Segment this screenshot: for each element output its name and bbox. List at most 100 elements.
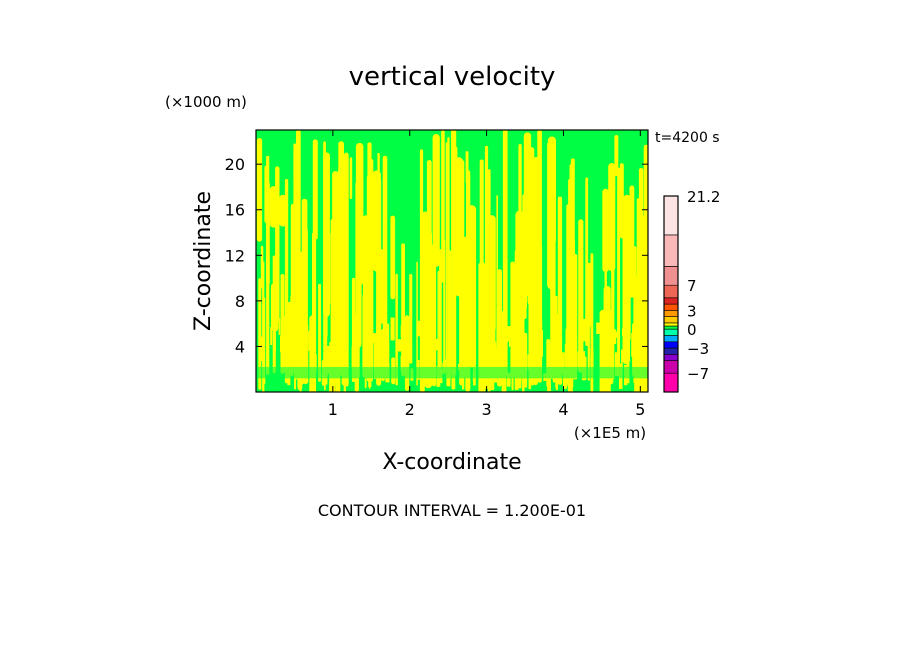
colorbar-tick-label: 0	[687, 321, 697, 339]
boundary-layer-cell	[501, 355, 505, 376]
y-axis-unit: (×1000 m)	[165, 93, 247, 111]
colorbar-band	[663, 303, 679, 311]
boundary-layer-cell	[270, 327, 273, 345]
updraft-cell	[478, 319, 485, 392]
boundary-layer-cell	[530, 348, 534, 376]
boundary-layer-cell	[562, 368, 567, 389]
y-axis-label: Z-coordinate	[191, 191, 216, 331]
colorbar-band	[663, 341, 679, 349]
chart-title: vertical velocity	[349, 62, 556, 92]
boundary-layer-cell	[299, 364, 302, 392]
updraft-cell	[479, 159, 484, 331]
boundary-layer-cell	[590, 348, 594, 368]
updraft-cell	[285, 301, 294, 367]
boundary-layer-cell	[492, 347, 497, 374]
boundary-layer-cell	[581, 318, 586, 342]
boundary-layer-cell	[280, 335, 284, 352]
colorbar-band	[663, 325, 679, 330]
boundary-layer-cell	[376, 325, 380, 349]
boundary-layer-cell	[466, 349, 470, 366]
y-tick-label: 20	[225, 155, 245, 174]
updraft-cell	[349, 157, 353, 199]
boundary-layer-cell	[355, 314, 360, 338]
boundary-layer-cell	[585, 312, 588, 337]
boundary-layer-cell	[502, 317, 506, 334]
updraft-cell	[453, 146, 458, 268]
updraft-cell	[278, 194, 288, 227]
updraft-streak	[382, 155, 388, 379]
boundary-layer-cell	[324, 342, 327, 368]
boundary-layer-cell	[298, 345, 304, 359]
y-axis: 4 8 12 16 20	[225, 155, 648, 356]
plot-frame	[255, 129, 649, 393]
updraft-cell	[465, 151, 469, 184]
updraft-cell	[270, 283, 279, 332]
updraft-cell	[619, 163, 624, 239]
updraft-cell	[343, 274, 346, 392]
colorbar-band	[663, 266, 679, 286]
boundary-layer-cell	[610, 348, 613, 355]
updraft-cell	[256, 138, 263, 242]
x-axis: 1 2 3 4 5	[328, 130, 645, 419]
updraft-streak	[395, 273, 398, 386]
updraft-streak	[617, 167, 620, 373]
boundary-layer-cell	[446, 374, 451, 387]
boundary-layer-cell	[351, 346, 357, 368]
boundary-layer-cell	[537, 322, 543, 346]
updraft-cell	[364, 236, 372, 283]
boundary-layer-cell	[407, 344, 410, 362]
colorbar: 21.2 7 30−3 −7	[663, 188, 720, 393]
boundary-layer-cell	[431, 359, 436, 369]
colorbar-frame	[663, 195, 679, 393]
boundary-layer-cell	[615, 331, 620, 338]
updraft-streak	[484, 145, 489, 375]
updraft-streak	[437, 270, 442, 380]
boundary-layer-cell	[467, 333, 471, 360]
colorbar-band	[663, 360, 679, 374]
boundary-layer-cell	[506, 372, 511, 387]
y-tick-label: 16	[225, 201, 245, 220]
boundary-layer-cell	[484, 350, 488, 368]
boundary-layer-cell	[631, 333, 633, 357]
boundary-layer-cell	[439, 355, 442, 366]
velocity-field	[256, 130, 648, 392]
updraft-cell	[420, 287, 425, 392]
boundary-layer-cell	[569, 334, 574, 349]
updraft-cell	[622, 196, 630, 365]
boundary-layer-cell	[308, 331, 313, 351]
updraft-cell	[602, 319, 606, 392]
boundary-layer-cell	[533, 344, 536, 370]
colorbar-band	[663, 322, 679, 327]
colorbar-band	[663, 316, 679, 324]
boundary-layer-cell	[434, 339, 438, 351]
colorbar-band	[663, 335, 679, 343]
y-tick-label: 4	[235, 337, 245, 356]
contour-interval-note: CONTOUR INTERVAL = 1.200E-01	[318, 501, 586, 520]
boundary-layer-cell	[547, 367, 551, 392]
boundary-layer-cell	[324, 368, 326, 391]
boundary-layer-cell	[520, 355, 523, 368]
updraft-cell	[409, 274, 413, 364]
updraft-cell	[332, 171, 339, 330]
boundary-layer-cell	[288, 354, 291, 364]
updraft-streak	[318, 283, 322, 382]
boundary-layer-cell	[259, 336, 264, 362]
boundary-layer-cell	[596, 322, 600, 334]
boundary-layer-cell	[641, 345, 645, 374]
boundary-layer-cell	[403, 317, 408, 342]
boundary-layer-cell	[357, 357, 360, 372]
boundary-layer-cell	[372, 333, 375, 340]
boundary-layer-cell	[416, 320, 421, 337]
boundary-layer-cell	[570, 359, 574, 366]
boundary-layer-cell	[582, 351, 586, 361]
time-label: t=4200 s	[655, 130, 720, 146]
updraft-cell	[323, 291, 328, 338]
boundary-layer-cell	[478, 345, 482, 370]
boundary-layer-cell	[445, 359, 447, 373]
boundary-layer-cell	[465, 330, 467, 357]
boundary-layer-cell	[560, 352, 565, 375]
boundary-layer-cell	[291, 335, 295, 354]
boundary-layer-cell	[427, 349, 429, 367]
updraft-cell	[629, 185, 635, 298]
